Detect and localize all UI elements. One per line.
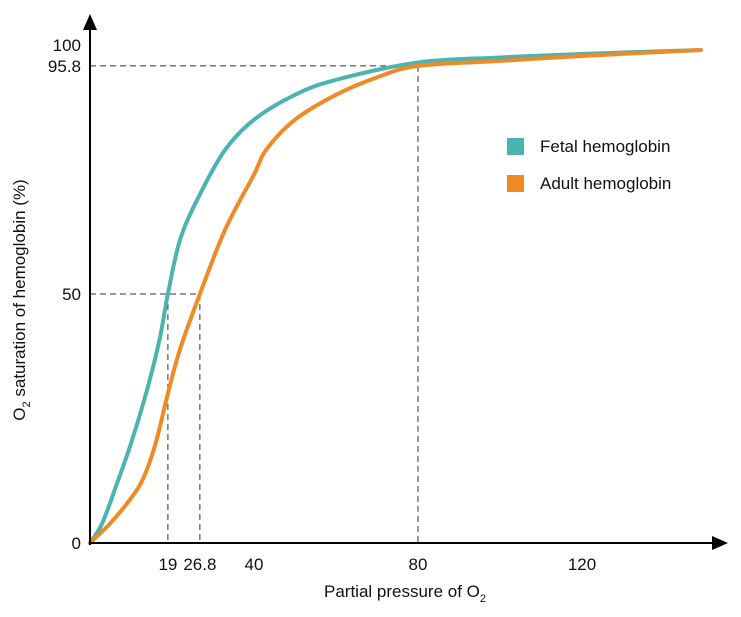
x-tick-label: 120 (568, 555, 596, 574)
legend-swatch-adult (507, 175, 524, 192)
y-tick-label: 0 (72, 534, 81, 553)
x-tick-label: 19 (158, 555, 177, 574)
legend-label-adult: Adult hemoglobin (540, 174, 671, 193)
y-tick-label: 100 (53, 36, 81, 55)
series-line-fetal (88, 47, 703, 545)
x-axis-arrow (712, 536, 728, 550)
legend: Fetal hemoglobin Adult hemoglobin (507, 137, 671, 193)
x-tick-label: 26.8 (183, 555, 216, 574)
legend-label-fetal: Fetal hemoglobin (540, 137, 670, 156)
y-axis-arrow (83, 14, 97, 30)
x-tick-label: 80 (409, 555, 428, 574)
y-tick-label: 95.8 (48, 57, 81, 76)
y-axis-label: O2 saturation of hemoglobin (%) (10, 179, 33, 420)
x-axis-label: Partial pressure of O2 (324, 582, 486, 605)
x-tick-label: 40 (245, 555, 264, 574)
series-line-adult (88, 47, 703, 545)
legend-swatch-fetal (507, 138, 524, 155)
y-tick-label: 50 (62, 285, 81, 304)
